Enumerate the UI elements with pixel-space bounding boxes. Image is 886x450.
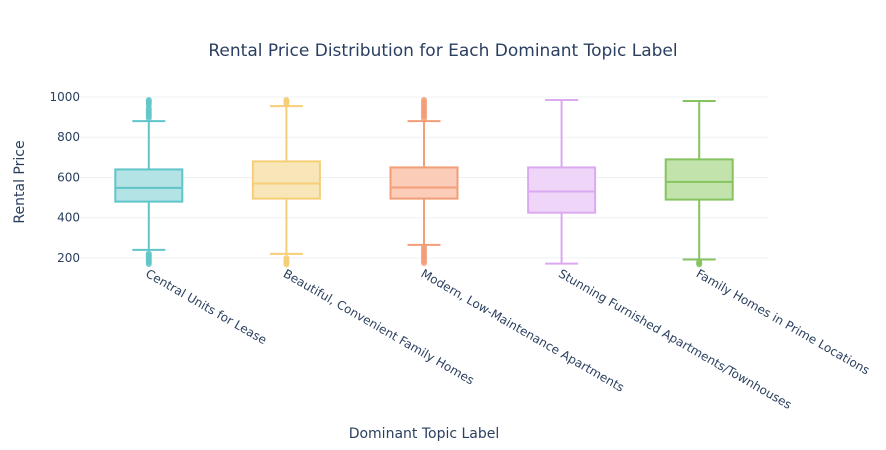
- x-tick-label: Central Units for Lease: [143, 266, 269, 347]
- x-axis-ticks: Central Units for Lease Beautiful, Conven…: [143, 266, 872, 411]
- x-axis-title: Dominant Topic Label: [349, 426, 500, 442]
- outlier-point: [421, 97, 427, 104]
- box-iqr: [527, 166, 597, 214]
- box-group: [389, 97, 459, 266]
- outlier-point: [145, 250, 152, 257]
- box-iqr: [251, 160, 321, 200]
- box-iqr: [114, 168, 184, 203]
- y-tick-label: 800: [57, 130, 80, 144]
- box-group: [114, 97, 184, 267]
- y-tick-label: 200: [57, 251, 80, 265]
- box-group: [251, 97, 321, 268]
- box-iqr: [389, 166, 459, 200]
- y-tick-label: 600: [57, 170, 80, 184]
- y-tick-label: 1000: [49, 90, 80, 104]
- y-axis-title: Rental Price: [12, 140, 28, 223]
- outlier-point: [145, 97, 152, 104]
- outlier-point: [283, 254, 290, 261]
- box-iqr: [664, 158, 734, 201]
- y-axis-ticks: 200 400 600 800 1000: [49, 90, 80, 265]
- outlier-point: [421, 243, 427, 250]
- x-tick-label: Stunning Furnished Apartments/Townhouses: [556, 266, 794, 411]
- box-group: [527, 99, 597, 265]
- y-tick-label: 400: [57, 211, 80, 225]
- box-series: [114, 97, 734, 268]
- outlier-point: [283, 97, 290, 104]
- chart-title: Rental Price Distribution for Each Domin…: [208, 41, 677, 61]
- outlier-point: [696, 258, 703, 265]
- box-group: [664, 100, 734, 268]
